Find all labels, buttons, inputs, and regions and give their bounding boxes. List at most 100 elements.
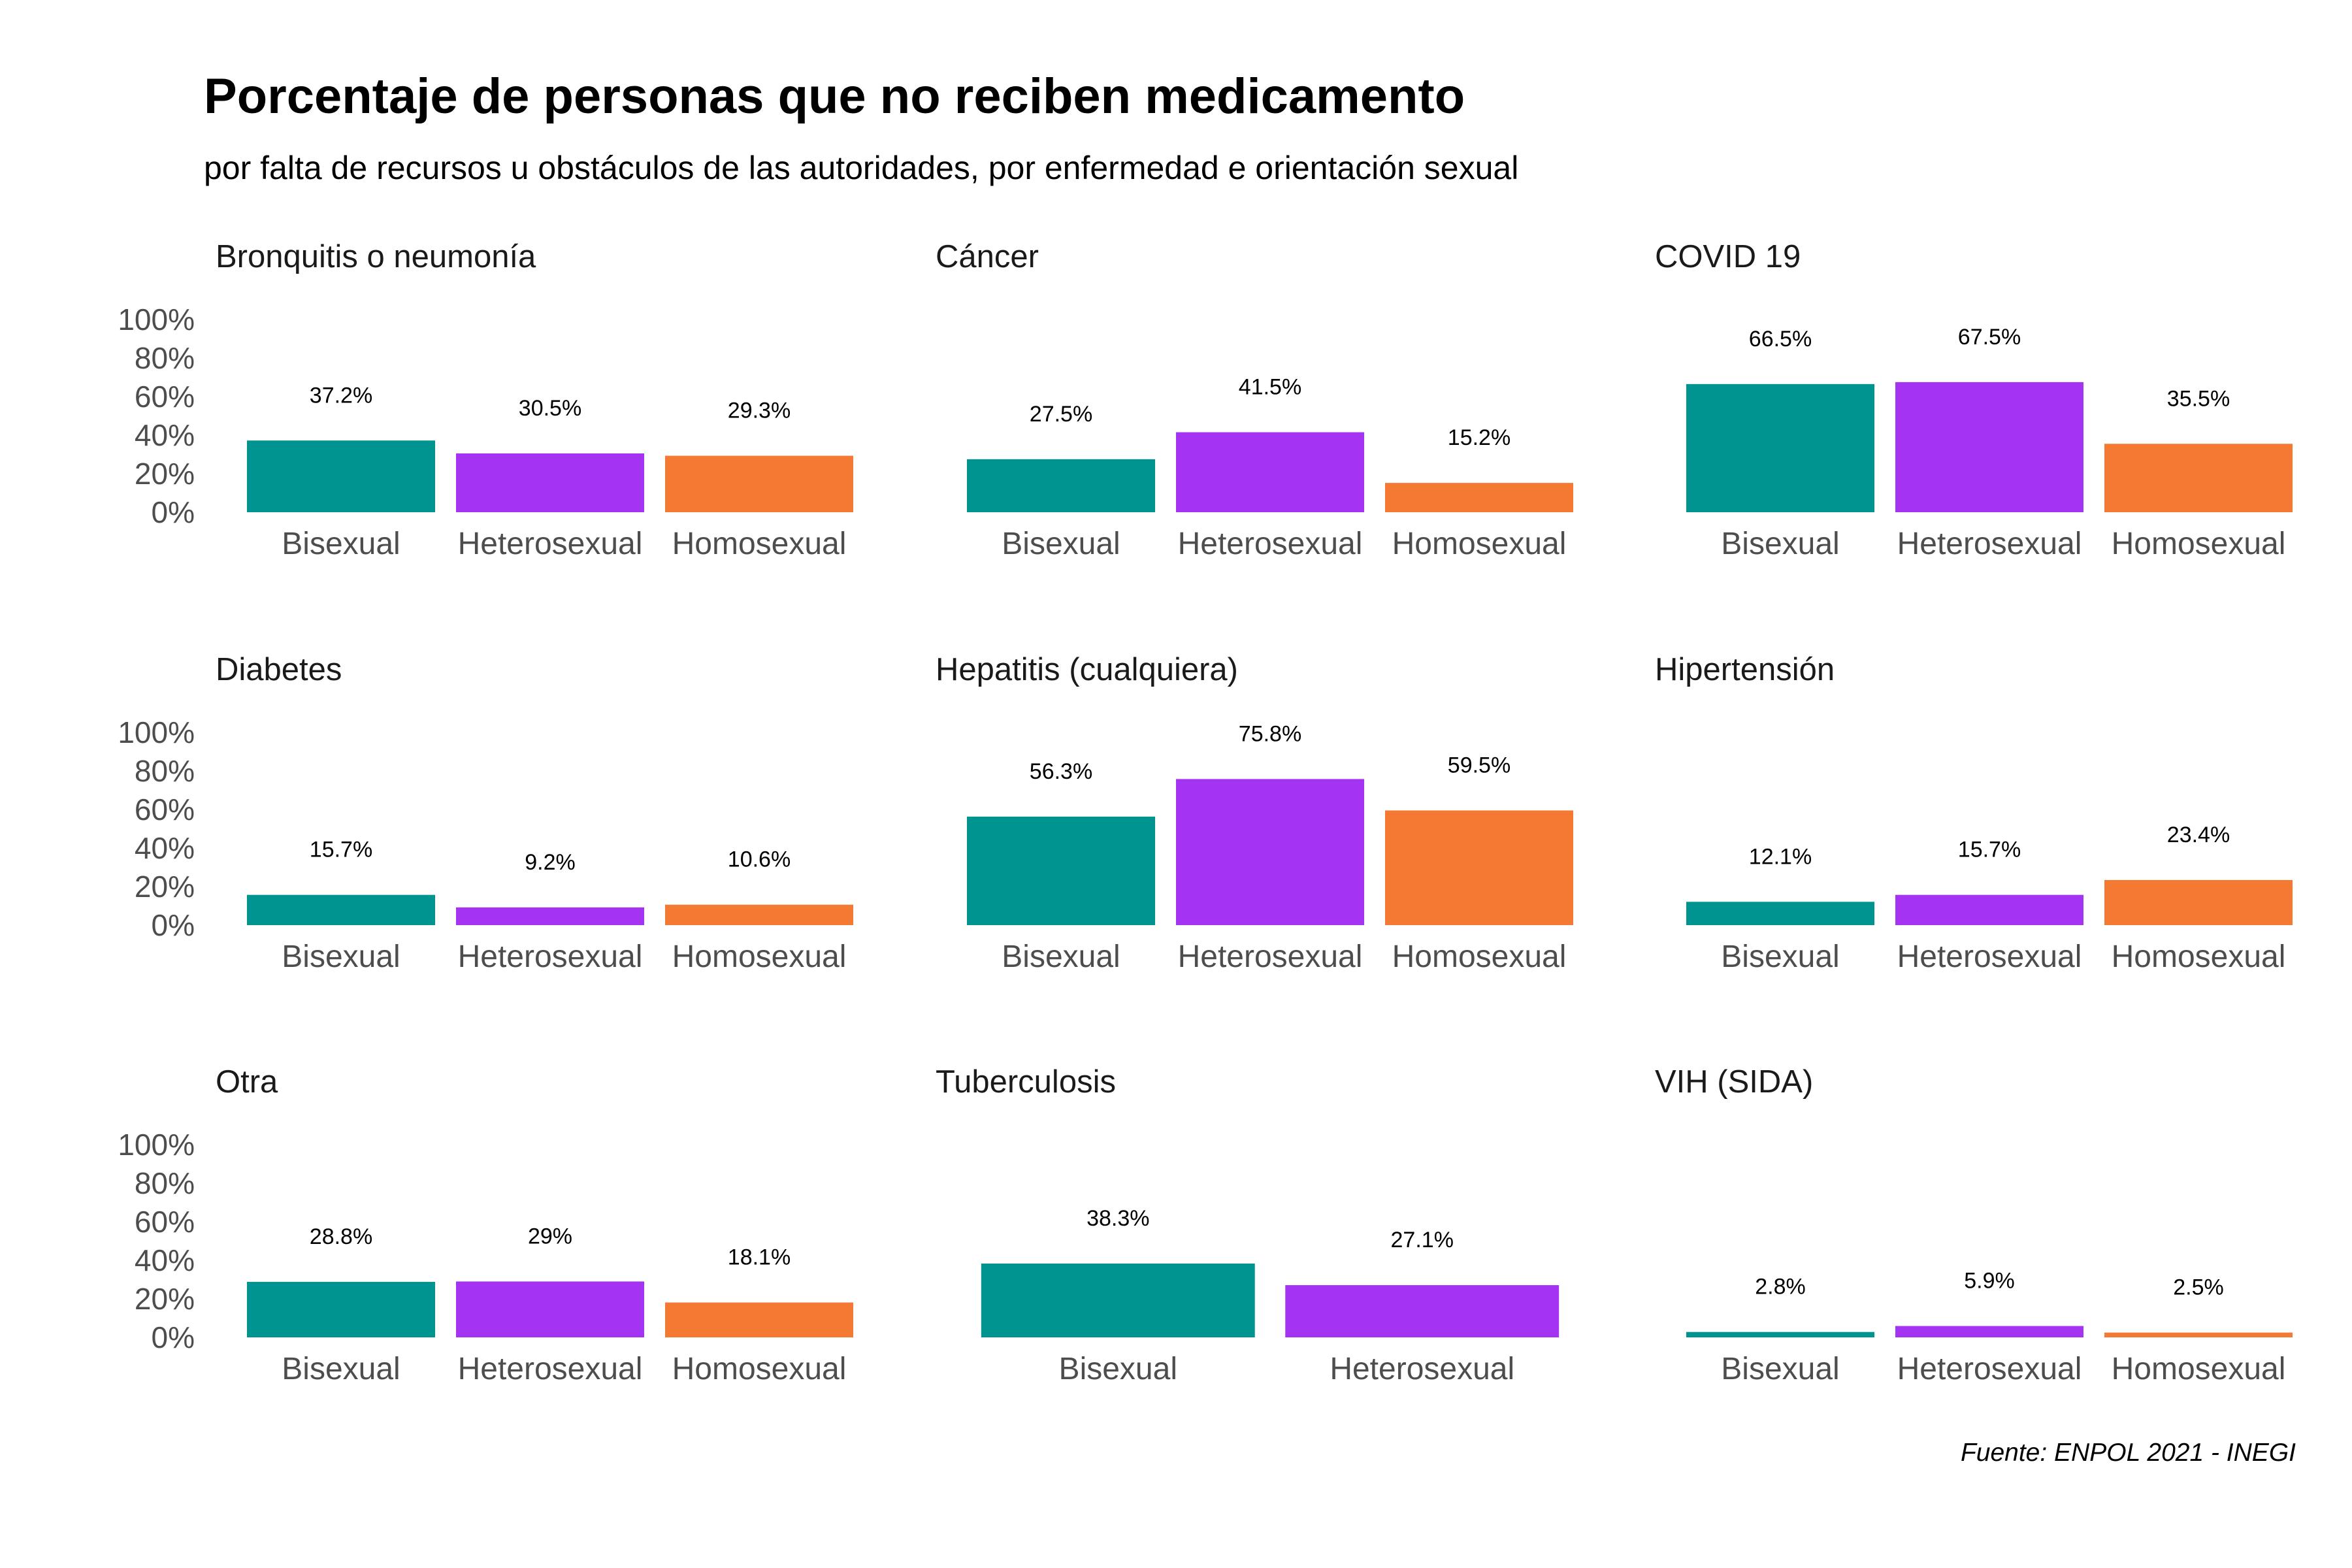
data-label: 67.5% [1958, 325, 2021, 350]
x-tick-label: Bisexual [1721, 1352, 1839, 1386]
facet-panel: VIH (SIDA) 2.8% Bisexual 5.9% Heterosexual 2.… [1655, 1064, 2293, 1386]
data-label: 37.2% [310, 383, 372, 408]
x-tick-label: Heterosexual [1178, 527, 1363, 561]
x-tick-label: Heterosexual [1897, 939, 2082, 974]
data-label: 75.8% [1239, 721, 1301, 746]
data-label: 5.9% [1964, 1269, 2015, 1294]
y-tick-label: 0% [152, 1320, 195, 1354]
facet-panel: Otra 0% 20% 40% 60% 80% 100% 28.8% Bisexual 29% He… [118, 1064, 853, 1386]
bar [1686, 1331, 1874, 1337]
y-tick-label: 60% [135, 380, 195, 414]
data-label: 23.4% [2167, 823, 2230, 847]
bar [1385, 810, 1573, 925]
y-tick-label: 20% [135, 1282, 195, 1316]
bar [665, 455, 853, 512]
data-label: 27.5% [1030, 402, 1092, 427]
bar [456, 453, 644, 512]
x-tick-label: Heterosexual [1178, 939, 1363, 974]
data-label: 29.3% [728, 399, 791, 423]
bar [665, 904, 853, 925]
bar [247, 1282, 435, 1337]
x-tick-label: Heterosexual [1897, 527, 2082, 561]
x-tick-label: Bisexual [1721, 527, 1839, 561]
data-label: 66.5% [1749, 327, 1812, 351]
data-label: 38.3% [1086, 1206, 1149, 1231]
x-tick-label: Heterosexual [458, 527, 643, 561]
x-tick-label: Homosexual [2112, 939, 2286, 974]
x-tick-label: Bisexual [282, 527, 400, 561]
data-label: 30.5% [519, 396, 581, 421]
bar [2104, 879, 2293, 925]
bar [1176, 779, 1364, 925]
data-label: 2.8% [1755, 1275, 1806, 1299]
facet-panel: Hipertensión 12.1% Bisexual 15.7% Heterosexu… [1655, 652, 2293, 974]
chart-subtitle: por falta de recursos u obstáculos de la… [204, 150, 1519, 186]
y-tick-label: 100% [118, 1128, 195, 1162]
bar [1385, 483, 1573, 512]
panel-title: COVID 19 [1655, 239, 1801, 274]
bar [1686, 384, 1874, 512]
y-tick-label: 60% [135, 1205, 195, 1239]
bar [2104, 444, 2293, 512]
x-tick-label: Homosexual [672, 527, 847, 561]
data-label: 12.1% [1749, 844, 1812, 869]
x-tick-label: Homosexual [2112, 1352, 2286, 1386]
panel-title: Bronquitis o neumonía [216, 239, 536, 274]
y-tick-label: 20% [135, 457, 195, 491]
facet-panel: Cáncer 27.5% Bisexual 41.5% Heterosexual 15.2… [936, 239, 1573, 561]
bar [1176, 432, 1364, 512]
data-label: 59.5% [1448, 753, 1511, 777]
y-tick-label: 100% [118, 302, 195, 336]
bar [247, 440, 435, 512]
bar [247, 894, 435, 925]
panel-title: Tuberculosis [936, 1064, 1116, 1100]
bar [981, 1264, 1255, 1337]
data-label: 10.6% [728, 847, 791, 872]
x-tick-label: Homosexual [1392, 527, 1567, 561]
bar [456, 907, 644, 925]
bar [1686, 902, 1874, 925]
x-tick-label: Bisexual [282, 939, 400, 974]
bar [1285, 1285, 1560, 1337]
x-tick-label: Bisexual [1002, 527, 1120, 561]
bar [1895, 382, 2083, 512]
chart-title: Porcentaje de personas que no reciben me… [204, 69, 1465, 124]
x-tick-label: Homosexual [672, 939, 847, 974]
y-tick-label: 20% [135, 870, 195, 904]
x-tick-label: Homosexual [672, 1352, 847, 1386]
y-tick-label: 0% [152, 495, 195, 529]
y-tick-label: 40% [135, 418, 195, 452]
data-label: 15.2% [1448, 425, 1511, 450]
source-note: Fuente: ENPOL 2021 - INEGI [1960, 1439, 2296, 1467]
x-tick-label: Bisexual [1721, 939, 1839, 974]
data-label: 41.5% [1239, 375, 1301, 400]
y-tick-label: 60% [135, 792, 195, 826]
x-tick-label: Heterosexual [1330, 1352, 1514, 1386]
x-tick-label: Heterosexual [458, 939, 643, 974]
y-tick-label: 80% [135, 341, 195, 375]
data-label: 15.7% [310, 838, 372, 862]
x-tick-label: Homosexual [1392, 939, 1567, 974]
panel-title: Cáncer [936, 239, 1039, 274]
data-label: 9.2% [525, 850, 576, 875]
y-tick-label: 40% [135, 1243, 195, 1277]
data-label: 27.1% [1391, 1228, 1454, 1252]
x-tick-label: Homosexual [2112, 527, 2286, 561]
x-tick-label: Heterosexual [458, 1352, 643, 1386]
facet-panel: Hepatitis (cualquiera) 56.3% Bisexual 75.8%… [936, 652, 1573, 974]
data-label: 18.1% [728, 1245, 791, 1270]
data-label: 28.8% [310, 1224, 372, 1249]
facet-panel: Bronquitis o neumonía 0% 20% 40% 60% 80% 100% 3… [118, 239, 853, 561]
panel-title: Otra [216, 1064, 278, 1100]
bar [665, 1302, 853, 1337]
x-tick-label: Bisexual [1002, 939, 1120, 974]
data-label: 29% [528, 1224, 572, 1249]
y-tick-label: 100% [118, 715, 195, 749]
panel-title: Hipertensión [1655, 652, 1835, 687]
facet-panel: Tuberculosis 38.3% Bisexual 27.1% Heterosexu… [936, 1064, 1560, 1386]
x-tick-label: Bisexual [1059, 1352, 1177, 1386]
bar [967, 816, 1155, 925]
facet-panel: COVID 19 66.5% Bisexual 67.5% Heterosexual 35… [1655, 239, 2293, 561]
data-label: 2.5% [2173, 1275, 2224, 1300]
